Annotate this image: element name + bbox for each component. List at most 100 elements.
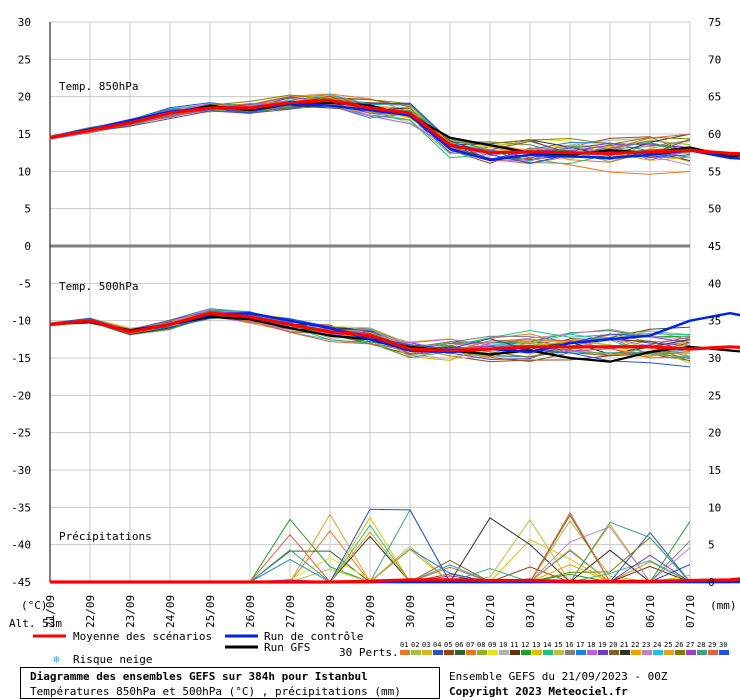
y-tick-left: 30 bbox=[18, 16, 31, 29]
pert-id-label: 03 bbox=[422, 641, 430, 649]
pert-color-swatch bbox=[521, 650, 531, 655]
perts-label: 30 Perts. bbox=[339, 646, 399, 659]
pert-line-850 bbox=[49, 105, 691, 158]
pert-color-swatch bbox=[433, 650, 443, 655]
pert-color-swatch bbox=[708, 650, 718, 655]
pert-id-label: 10 bbox=[499, 641, 507, 649]
y-tick-right: 70 bbox=[708, 53, 721, 66]
pert-color-swatch bbox=[576, 650, 586, 655]
pert-id-label: 02 bbox=[411, 641, 419, 649]
series-mean-panel-0 bbox=[49, 98, 740, 156]
x-tick-label: 25/09 bbox=[204, 595, 217, 628]
pert-id-label: 06 bbox=[455, 641, 463, 649]
y-tick-left: -35 bbox=[11, 501, 31, 514]
pert-id-label: 16 bbox=[565, 641, 573, 649]
pert-color-swatch bbox=[532, 650, 542, 655]
footer-subtitle: Températures 850hPa et 500hPa (°C) , pré… bbox=[30, 685, 401, 698]
y-tick-left: -20 bbox=[11, 389, 31, 402]
pert-color-swatch bbox=[411, 650, 421, 655]
x-tick-label: 28/09 bbox=[324, 595, 337, 628]
y-tick-right: 55 bbox=[708, 165, 721, 178]
x-tick-label: 06/10 bbox=[644, 595, 657, 628]
footer-run: Ensemble GEFS du 21/09/2023 - 00Z bbox=[449, 670, 668, 683]
pert-id-label: 04 bbox=[433, 641, 441, 649]
pert-id-label: 21 bbox=[620, 641, 628, 649]
pert-id-label: 28 bbox=[697, 641, 705, 649]
pert-id-label: 19 bbox=[598, 641, 606, 649]
panel-label-precip: Précipitations bbox=[59, 530, 152, 543]
x-tick-label: 29/09 bbox=[364, 595, 377, 628]
y-tick-right: 60 bbox=[708, 128, 721, 141]
y-tick-left: 10 bbox=[18, 165, 31, 178]
y-tick-right: 15 bbox=[708, 464, 721, 477]
pert-line-850 bbox=[49, 96, 691, 159]
pert-id-label: 30 bbox=[719, 641, 727, 649]
pert-color-swatch bbox=[642, 650, 652, 655]
pert-color-swatch bbox=[565, 650, 575, 655]
y-tick-right: 0 bbox=[708, 576, 715, 589]
y-tick-left: -25 bbox=[11, 427, 31, 440]
footer-title: Diagramme des ensembles GEFS sur 384h po… bbox=[30, 670, 368, 683]
y-axis-right-unit: (mm) bbox=[710, 599, 737, 612]
pert-color-swatch bbox=[631, 650, 641, 655]
pert-id-label: 29 bbox=[708, 641, 716, 649]
legend-gfs-label: Run GFS bbox=[264, 641, 310, 654]
pert-id-label: 24 bbox=[653, 641, 661, 649]
y-tick-right: 30 bbox=[708, 352, 721, 365]
pert-color-swatch bbox=[488, 650, 498, 655]
y-tick-right: 20 bbox=[708, 427, 721, 440]
y-tick-left: 5 bbox=[24, 203, 31, 216]
pert-id-label: 12 bbox=[521, 641, 529, 649]
y-tick-left: -40 bbox=[11, 539, 31, 552]
snowflake-icon: ❄ bbox=[53, 653, 60, 666]
pert-color-swatch bbox=[466, 650, 476, 655]
pert-color-swatch bbox=[554, 650, 564, 655]
x-tick-label: 05/10 bbox=[604, 595, 617, 628]
legend-control-label: Run de contrôle bbox=[264, 630, 363, 643]
x-tick-label: 07/10 bbox=[684, 595, 697, 628]
y-axis-left-unit: (°C) bbox=[21, 599, 48, 612]
panel-label-500: Temp. 500hPa bbox=[59, 280, 138, 293]
pert-id-label: 23 bbox=[642, 641, 650, 649]
main-series-lines bbox=[49, 98, 740, 584]
pert-color-swatch bbox=[455, 650, 465, 655]
y-tick-left: 25 bbox=[18, 53, 31, 66]
pert-color-swatch bbox=[477, 650, 487, 655]
y-tick-right: 45 bbox=[708, 240, 721, 253]
y-tick-left: -30 bbox=[11, 464, 31, 477]
pert-id-label: 18 bbox=[587, 641, 595, 649]
x-tick-label: 01/10 bbox=[444, 595, 457, 628]
y-tick-left: 0 bbox=[24, 240, 31, 253]
pert-color-swatch bbox=[620, 650, 630, 655]
y-axis-left: 30 25 20 15 10 5 0 -5 -10 -15 -20 -25 -30 -35 -40 -45 bbox=[11, 16, 31, 589]
pert-id-label: 26 bbox=[675, 641, 683, 649]
y-tick-right: 35 bbox=[708, 315, 721, 328]
pert-id-label: 07 bbox=[466, 641, 474, 649]
y-tick-right: 5 bbox=[708, 539, 715, 552]
series-gfs-panel-1 bbox=[49, 315, 740, 363]
pert-id-label: 05 bbox=[444, 641, 452, 649]
pert-id-label: 17 bbox=[576, 641, 584, 649]
pert-color-swatch bbox=[686, 650, 696, 655]
pert-id-label: 20 bbox=[609, 641, 617, 649]
x-tick-label: 23/09 bbox=[124, 595, 137, 628]
pert-id-label: 15 bbox=[554, 641, 562, 649]
pert-color-swatch bbox=[664, 650, 674, 655]
perturbation-legend: 01 02 03 04 05 06 07 08 09 10 11 12 13 14 15 16 17 18 19 20… bbox=[400, 641, 729, 655]
pert-color-swatch bbox=[609, 650, 619, 655]
pert-id-label: 27 bbox=[686, 641, 694, 649]
y-tick-right: 40 bbox=[708, 277, 721, 290]
x-tick-label: 30/09 bbox=[404, 595, 417, 628]
pert-color-swatch bbox=[697, 650, 707, 655]
pert-id-label: 14 bbox=[543, 641, 551, 649]
chart-grid bbox=[49, 21, 691, 583]
x-tick-label: 24/09 bbox=[164, 595, 177, 628]
pert-id-label: 01 bbox=[400, 641, 408, 649]
y-tick-right: 10 bbox=[708, 501, 721, 514]
pert-id-label: 09 bbox=[488, 641, 496, 649]
pert-id-label: 22 bbox=[631, 641, 639, 649]
pert-id-label: 25 bbox=[664, 641, 672, 649]
pert-color-swatch bbox=[400, 650, 410, 655]
